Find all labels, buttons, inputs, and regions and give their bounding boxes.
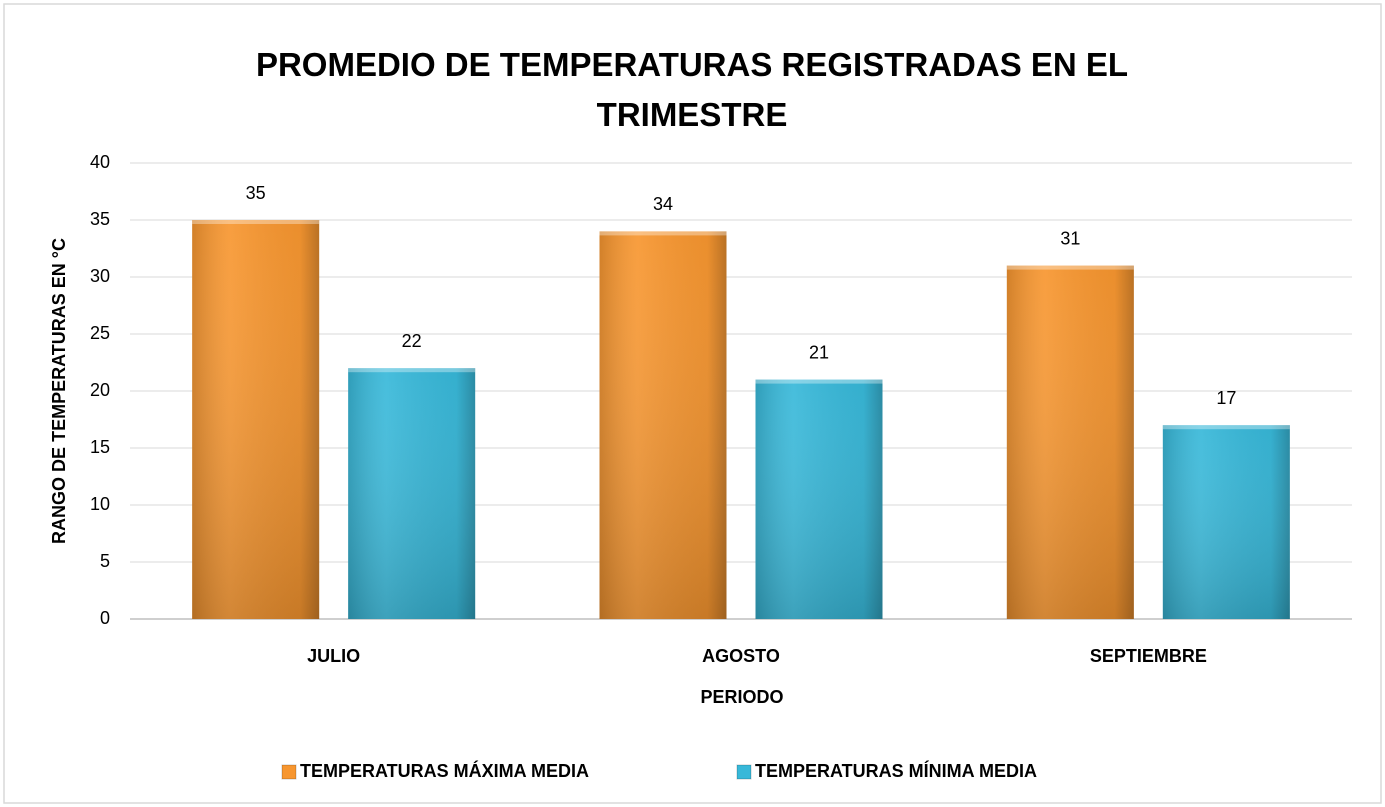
legend-label: TEMPERATURAS MÍNIMA MEDIA — [755, 760, 1037, 781]
x-tick-label: AGOSTO — [702, 646, 780, 666]
legend-swatch — [281, 764, 297, 780]
y-tick-label: 10 — [90, 494, 110, 514]
y-tick-label: 40 — [90, 152, 110, 172]
chart-title: PROMEDIO DE TEMPERATURAS REGISTRADAS EN … — [255, 46, 1129, 133]
x-tick-label: SEPTIEMBRE — [1090, 646, 1207, 666]
x-tick-label: JULIO — [307, 646, 360, 666]
data-label: 22 — [402, 331, 422, 351]
y-tick-label: 20 — [90, 380, 110, 400]
y-tick-label: 35 — [90, 209, 110, 229]
data-label: 17 — [1216, 388, 1236, 408]
bar — [1162, 425, 1290, 619]
bar — [599, 231, 727, 619]
bar — [1006, 265, 1134, 619]
legend-swatch — [736, 764, 752, 780]
x-axis-label: PERIODO — [700, 687, 783, 707]
y-tick-label: 0 — [100, 608, 110, 628]
y-tick-label: 25 — [90, 323, 110, 343]
data-label: 34 — [653, 194, 673, 214]
bar — [192, 220, 320, 619]
y-tick-label: 30 — [90, 266, 110, 286]
data-label: 31 — [1060, 228, 1080, 248]
data-label: 35 — [246, 183, 266, 203]
bar — [348, 368, 476, 619]
data-label: 21 — [809, 342, 829, 362]
y-axis-label: RANGO DE TEMPERATURAS EN °C — [49, 238, 69, 544]
legend-label: TEMPERATURAS MÁXIMA MEDIA — [300, 760, 589, 781]
y-tick-label: 15 — [90, 437, 110, 457]
bar — [755, 379, 883, 619]
y-tick-label: 5 — [100, 551, 110, 571]
